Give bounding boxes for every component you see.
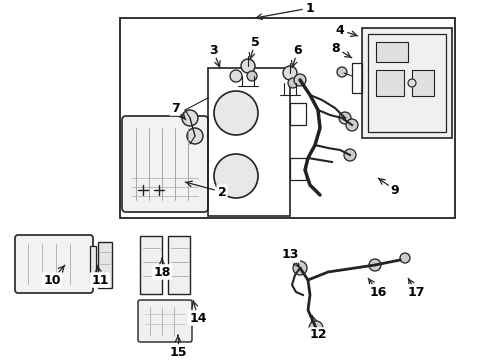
Circle shape xyxy=(182,110,198,126)
Circle shape xyxy=(247,71,257,81)
Bar xyxy=(140,236,162,294)
Circle shape xyxy=(369,259,381,271)
Bar xyxy=(90,246,96,282)
Text: 5: 5 xyxy=(250,36,259,49)
Circle shape xyxy=(400,253,410,263)
FancyBboxPatch shape xyxy=(122,116,208,212)
Bar xyxy=(290,103,306,125)
Text: 3: 3 xyxy=(209,44,217,57)
Bar xyxy=(412,70,434,96)
Circle shape xyxy=(230,70,242,82)
Text: 9: 9 xyxy=(391,184,399,197)
Text: 8: 8 xyxy=(332,41,341,54)
Text: 16: 16 xyxy=(369,285,387,298)
Bar xyxy=(208,68,290,216)
Circle shape xyxy=(214,154,258,198)
FancyBboxPatch shape xyxy=(138,300,192,342)
Text: 13: 13 xyxy=(281,248,299,261)
Circle shape xyxy=(187,128,203,144)
Text: 11: 11 xyxy=(91,274,109,287)
Circle shape xyxy=(294,74,306,86)
Bar xyxy=(368,34,446,132)
Text: 10: 10 xyxy=(43,274,61,287)
Text: 4: 4 xyxy=(336,23,344,36)
Text: 6: 6 xyxy=(294,44,302,57)
Bar xyxy=(352,63,362,93)
Bar xyxy=(168,236,190,294)
FancyBboxPatch shape xyxy=(15,235,93,293)
Text: 15: 15 xyxy=(169,346,187,359)
Circle shape xyxy=(241,59,255,73)
Text: 14: 14 xyxy=(189,311,207,324)
Circle shape xyxy=(214,91,258,135)
Text: 12: 12 xyxy=(309,328,327,342)
Bar xyxy=(120,18,455,218)
Bar xyxy=(376,42,408,62)
Circle shape xyxy=(346,119,358,131)
Text: 18: 18 xyxy=(153,266,171,279)
Text: 1: 1 xyxy=(306,1,315,14)
Bar xyxy=(290,158,306,180)
Circle shape xyxy=(288,78,298,88)
Circle shape xyxy=(337,67,347,77)
Bar xyxy=(98,242,112,288)
Circle shape xyxy=(344,149,356,161)
Text: 17: 17 xyxy=(407,285,425,298)
Bar xyxy=(362,28,452,138)
Circle shape xyxy=(339,112,351,124)
Text: 7: 7 xyxy=(171,102,179,114)
Circle shape xyxy=(408,79,416,87)
Circle shape xyxy=(293,261,307,275)
Circle shape xyxy=(283,66,297,80)
Bar xyxy=(376,70,404,96)
Text: 2: 2 xyxy=(218,185,226,198)
Circle shape xyxy=(309,321,323,335)
